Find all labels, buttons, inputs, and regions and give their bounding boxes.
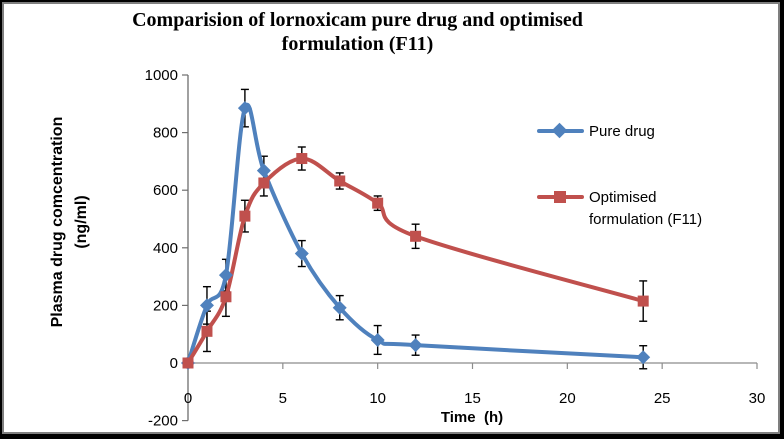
marker-diamond-pure-drug bbox=[256, 163, 271, 178]
marker-square-optimised-formulation-f11 bbox=[239, 210, 251, 222]
y-axis-title-line2: (ng/ml) bbox=[73, 195, 90, 249]
marker-diamond-pure-drug bbox=[199, 298, 214, 313]
marker-diamond-pure-drug bbox=[237, 101, 252, 116]
y-tick-label: -200 bbox=[148, 413, 178, 430]
marker-square-optimised-formulation-f11 bbox=[410, 230, 422, 242]
marker-diamond-pure-drug bbox=[370, 332, 385, 347]
y-tick-label: 200 bbox=[153, 297, 178, 314]
chart-panel bbox=[2, 2, 780, 434]
x-tick-label: 15 bbox=[464, 390, 481, 407]
marker-square-optimised-formulation-f11 bbox=[637, 295, 649, 307]
marker-diamond-pure-drug bbox=[408, 338, 423, 353]
x-tick-label: 20 bbox=[559, 390, 576, 407]
y-axis-title-line1: Plasma drug comcentration bbox=[49, 116, 66, 328]
marker-square-optimised-formulation-f11 bbox=[201, 325, 213, 337]
x-tick-label: 30 bbox=[749, 390, 766, 407]
marker-square-optimised-formulation-f11 bbox=[220, 291, 232, 303]
chart-title-line1: Comparision of lornoxicam pure drug and … bbox=[132, 9, 583, 31]
marker-diamond-pure-drug bbox=[294, 246, 309, 261]
series-line-optimised-formulation-f11 bbox=[186, 156, 646, 365]
y-tick-label: 600 bbox=[153, 182, 178, 199]
marker-square-optimised-formulation-f11 bbox=[258, 177, 270, 189]
y-tick-label: 0 bbox=[170, 355, 178, 372]
marker-diamond-pure-drug bbox=[332, 300, 347, 315]
x-tick-label: 5 bbox=[279, 390, 287, 407]
y-tick-label: 800 bbox=[153, 125, 178, 142]
chart-title-line2: formulation (F11) bbox=[281, 33, 434, 55]
x-tick-label: 25 bbox=[654, 390, 671, 407]
y-axis-title: Plasma drug comcentration (ng/ml) bbox=[46, 52, 94, 392]
marker-square-optimised-formulation-f11 bbox=[334, 175, 346, 187]
y-tick-label: 1000 bbox=[145, 67, 178, 84]
x-tick-label: 10 bbox=[369, 390, 386, 407]
marker-square-optimised-formulation-f11 bbox=[296, 153, 308, 165]
x-axis-title: Time (h) bbox=[440, 409, 504, 426]
y-tick-label: 400 bbox=[153, 240, 178, 257]
marker-square-optimised-formulation-f11 bbox=[182, 357, 194, 369]
x-tick-label: 0 bbox=[184, 390, 192, 407]
marker-diamond-pure-drug bbox=[218, 268, 233, 283]
chart-title: Comparision of lornoxicam pure drug and … bbox=[95, 8, 620, 56]
marker-square-optimised-formulation-f11 bbox=[372, 197, 384, 209]
marker-diamond-pure-drug bbox=[636, 350, 651, 365]
